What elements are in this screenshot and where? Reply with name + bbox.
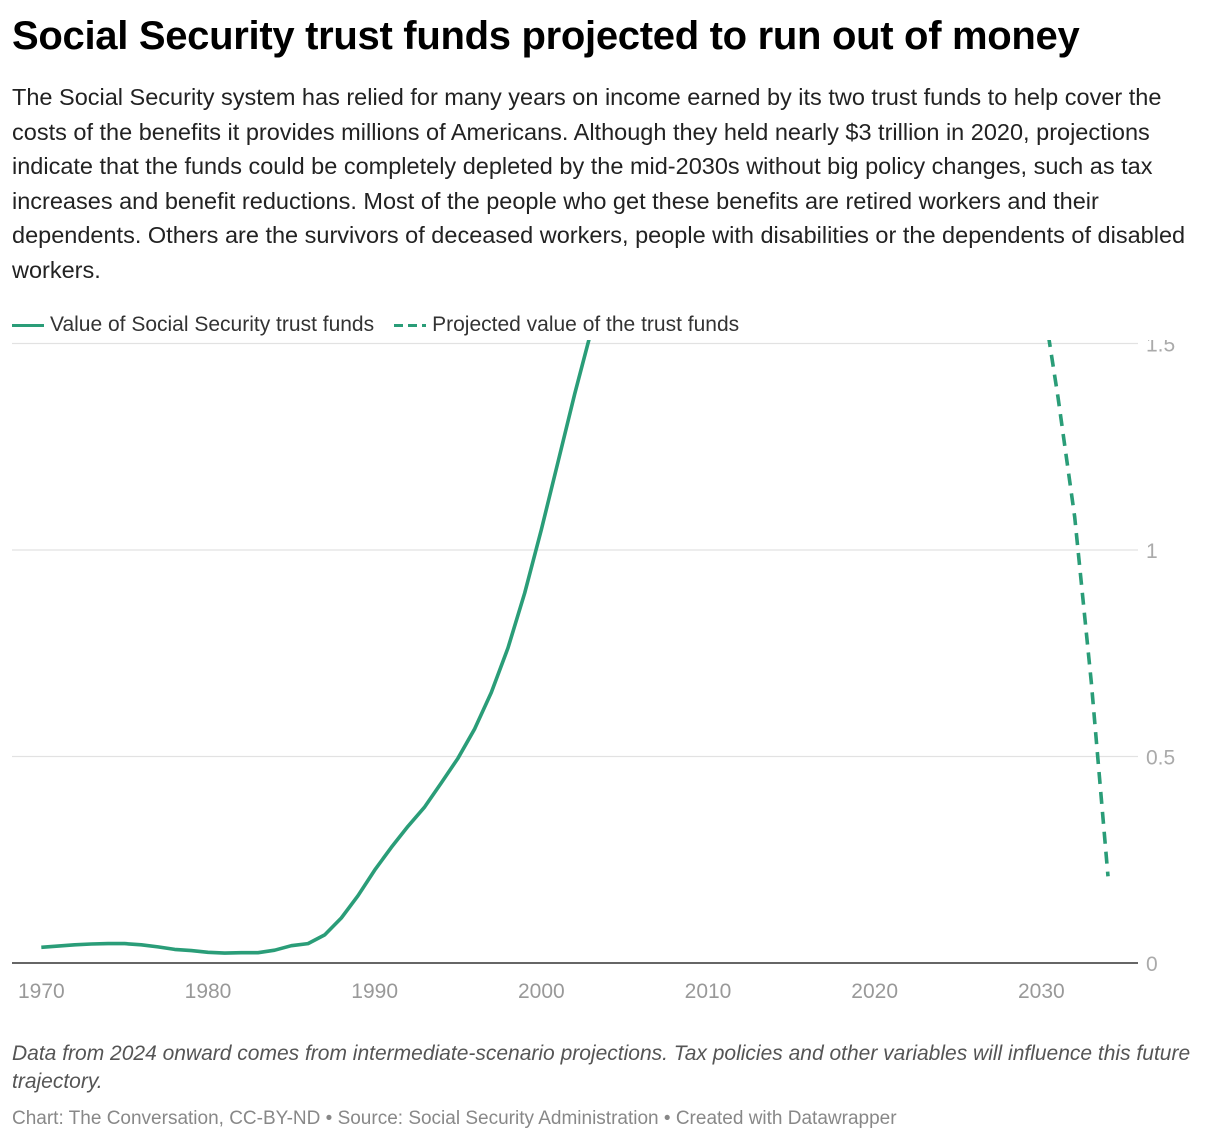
- footer-chart-credit: Chart: The Conversation, CC-BY-ND: [12, 1108, 321, 1129]
- chart-title: Social Security trust funds projected to…: [12, 14, 1080, 58]
- legend-swatch-dashed: [394, 323, 427, 327]
- grid-lines: [12, 342, 1138, 964]
- line-chart: 00.511.52$2.5T 1970198019902000201020202…: [12, 340, 1175, 1003]
- legend-item-actual: Value of Social Security trust funds: [12, 313, 374, 337]
- y-tick-label: 1: [1146, 540, 1158, 563]
- legend: Value of Social Security trust funds Pro…: [12, 310, 759, 340]
- footer: Chart: The Conversation, CC-BY-ND • Sour…: [12, 1108, 897, 1130]
- projected-series-line: [1047, 340, 1110, 877]
- chart-description: The Social Security system has relied fo…: [12, 84, 1186, 283]
- footer-created: Created with Datawrapper: [675, 1108, 897, 1129]
- footer-separator: •: [320, 1108, 338, 1129]
- chart-note: Data from 2024 onward comes from interme…: [12, 1042, 1191, 1093]
- x-tick-label: 2020: [851, 980, 898, 1003]
- x-tick-label: 1970: [18, 980, 65, 1003]
- x-tick-label: 2030: [1018, 980, 1065, 1003]
- legend-item-projected: Projected value of the trust funds: [394, 313, 739, 337]
- y-axis-ticks: 00.511.52$2.5T: [1146, 340, 1175, 976]
- legend-label-projected: Projected value of the trust funds: [432, 313, 740, 336]
- x-tick-label: 1980: [185, 980, 232, 1003]
- x-tick-label: 2010: [685, 980, 732, 1003]
- series-lines: [41, 340, 1110, 955]
- footer-source: Source: Social Security Administration: [337, 1108, 659, 1129]
- actual-series-line: [41, 340, 591, 955]
- y-tick-label: 0: [1146, 953, 1158, 976]
- x-tick-label: 1990: [351, 980, 398, 1003]
- x-tick-label: 2000: [518, 980, 565, 1003]
- legend-swatch-solid: [12, 323, 44, 327]
- y-tick-label: 0.5: [1146, 747, 1175, 770]
- footer-separator: •: [658, 1108, 676, 1129]
- y-tick-label: 1.5: [1146, 340, 1175, 357]
- legend-label-actual: Value of Social Security trust funds: [50, 313, 375, 336]
- x-axis-ticks: 1970 1980 1990 2000 2010 2020 2030: [18, 980, 1065, 1003]
